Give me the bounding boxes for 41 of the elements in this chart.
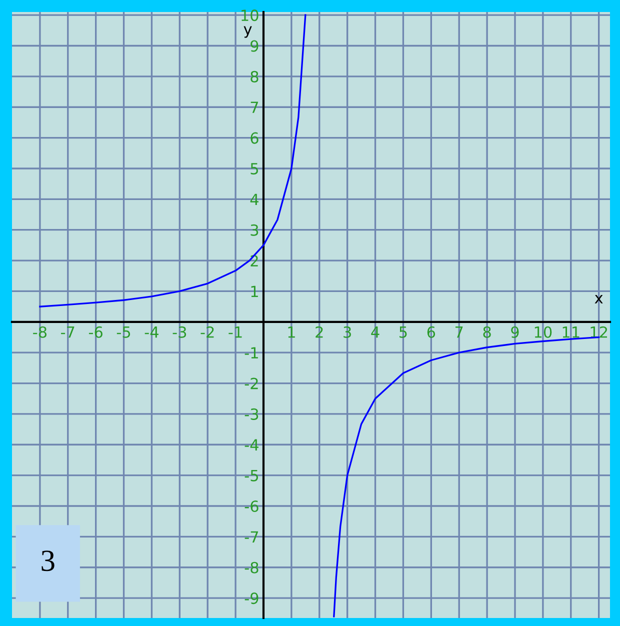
x-tick-label: -2 bbox=[200, 326, 214, 338]
y-tick-label: -4 bbox=[244, 439, 258, 450]
x-tick-label: -5 bbox=[116, 326, 130, 338]
x-tick-label: -6 bbox=[88, 326, 102, 338]
y-tick-label: 6 bbox=[250, 132, 258, 144]
x-tick-label: -8 bbox=[33, 326, 47, 338]
x-tick-label: 7 bbox=[455, 326, 463, 338]
x-tick-label: 8 bbox=[483, 326, 491, 338]
x-tick-label: -3 bbox=[172, 326, 186, 338]
x-axis-title: x bbox=[594, 295, 603, 304]
y-tick-label: 7 bbox=[250, 102, 258, 113]
x-tick-label: 9 bbox=[511, 326, 519, 338]
y-tick-label: 8 bbox=[250, 70, 258, 82]
y-tick-label: -1 bbox=[244, 347, 258, 358]
y-tick-label: -9 bbox=[244, 592, 258, 604]
y-tick-label: 10 bbox=[242, 10, 258, 22]
x-tick-label: 11 bbox=[562, 326, 580, 338]
x-tick-label: -4 bbox=[144, 326, 158, 338]
x-tick-label: 5 bbox=[400, 326, 407, 338]
x-tick-label: 2 bbox=[316, 326, 323, 338]
y-tick-label: -3 bbox=[244, 408, 258, 420]
y-tick-label: 3 bbox=[250, 224, 258, 236]
x-tick-label: -1 bbox=[228, 326, 242, 338]
y-tick-label: 9 bbox=[250, 40, 258, 52]
y-axis-title: y bbox=[244, 26, 252, 38]
y-tick-label: 1 bbox=[251, 286, 258, 298]
x-tick-label: 3 bbox=[344, 326, 351, 338]
line-series bbox=[333, 336, 600, 618]
y-tick-label: -5 bbox=[244, 470, 258, 482]
y-tick-label: -7 bbox=[244, 531, 258, 542]
annotation: 3 bbox=[42, 550, 54, 572]
x-tick-label: 1 bbox=[288, 326, 295, 338]
x-tick-label: -7 bbox=[61, 326, 74, 338]
x-tick-label: 6 bbox=[427, 326, 436, 338]
y-tick-label: -8 bbox=[244, 562, 258, 574]
y-tick-label: 4 bbox=[250, 194, 258, 205]
y-tick-label: -6 bbox=[244, 500, 258, 512]
y-tick-label: -2 bbox=[244, 378, 258, 390]
x-tick-label: 4 bbox=[371, 326, 380, 338]
y-tick-label: 5 bbox=[250, 163, 258, 175]
x-tick-label: 10 bbox=[534, 326, 552, 338]
